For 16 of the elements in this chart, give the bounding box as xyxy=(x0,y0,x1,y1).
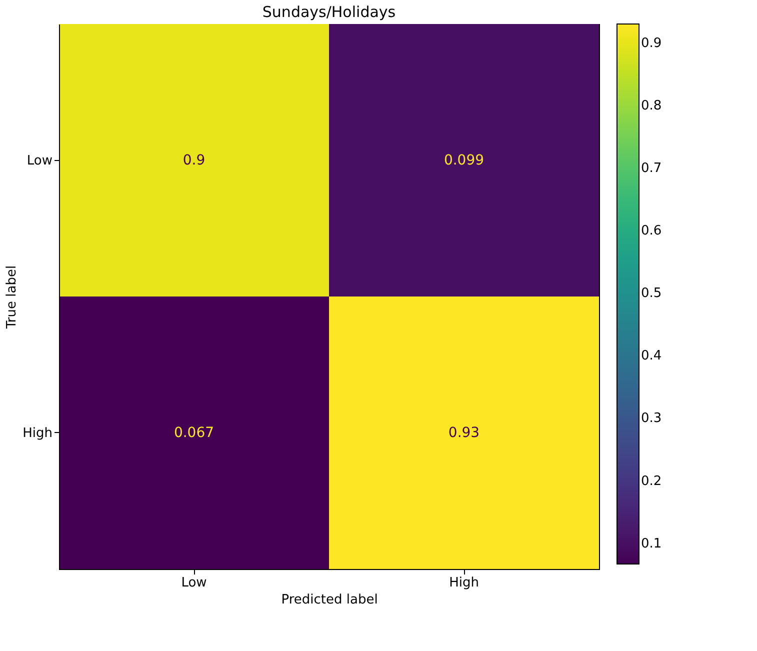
color-bar-label: 0.8 xyxy=(641,98,662,114)
data-label: 0.099 xyxy=(444,152,484,168)
color-bar-label: 0.6 xyxy=(641,223,662,238)
color-bar-label: 0.3 xyxy=(641,411,662,426)
data-label: 0.93 xyxy=(448,424,480,441)
chart-title: Sundays/Holidays xyxy=(262,3,396,21)
x-axis-title: Predicted label xyxy=(281,592,378,608)
color-bar-label: 0.2 xyxy=(641,474,662,489)
color-bar-label: 0.1 xyxy=(641,536,662,552)
color-bar-label: 0.4 xyxy=(641,348,662,364)
color-bar-label: 0.7 xyxy=(641,160,662,176)
color-bar-label: 0.5 xyxy=(641,286,662,302)
data-label: 0.067 xyxy=(174,424,214,441)
color-bar-label: 0.9 xyxy=(641,36,662,51)
y-axis-title: True label xyxy=(4,265,20,330)
data-label: 0.9 xyxy=(182,152,206,168)
